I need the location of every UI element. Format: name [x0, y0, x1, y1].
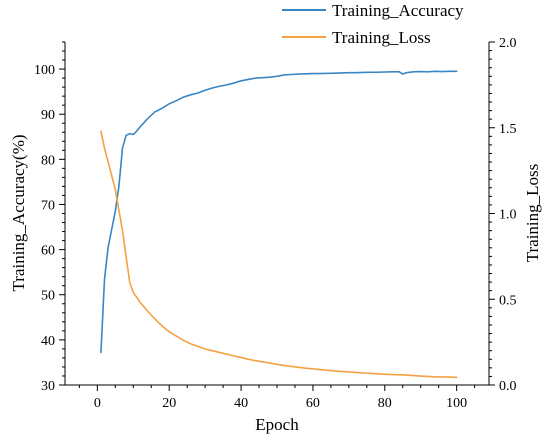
y-left-tick-label: 40	[41, 334, 55, 349]
training-accuracy-line	[100, 70, 458, 354]
y-left-tick-label: 50	[41, 289, 55, 304]
y-left-tick-label: 90	[41, 108, 55, 123]
y-left-tick-label: 30	[41, 379, 55, 394]
x-axis-title: Epoch	[255, 415, 299, 434]
y-left-tick-label: 80	[41, 153, 55, 168]
training-loss-line	[100, 130, 458, 379]
legend-label-accuracy: Training_Accuracy	[332, 1, 464, 20]
y-right-tick-label: 0.0	[499, 379, 517, 394]
y-left-axis-title: Training_Accuracy(%)	[9, 134, 28, 291]
y-left-tick-label: 100	[34, 63, 55, 78]
x-tick-label: 80	[378, 396, 392, 411]
y-right-tick-label: 2.0	[499, 36, 517, 51]
x-tick-label: 0	[94, 396, 101, 411]
legend-label-loss: Training_Loss	[332, 28, 431, 47]
x-tick-label: 20	[162, 396, 176, 411]
y-left-tick-label: 60	[41, 244, 55, 259]
ticks: 0 20 40 60 80 100 30 40 50 60 70 80 90 100 0.0 0.5 1.0 1.…	[34, 36, 517, 411]
y-right-tick-label: 1.0	[499, 208, 517, 223]
series-layer	[100, 70, 458, 379]
y-right-tick-label: 0.5	[499, 293, 517, 308]
x-tick-label: 100	[446, 396, 467, 411]
plot-area	[64, 42, 490, 386]
x-tick-label: 40	[234, 396, 248, 411]
y-right-axis-title: Training_Loss	[523, 164, 542, 263]
y-right-tick-label: 1.5	[499, 122, 517, 137]
x-tick-label: 60	[306, 396, 320, 411]
y-left-tick-label: 70	[41, 198, 55, 213]
legend: Training_Accuracy Training_Loss	[282, 1, 464, 47]
